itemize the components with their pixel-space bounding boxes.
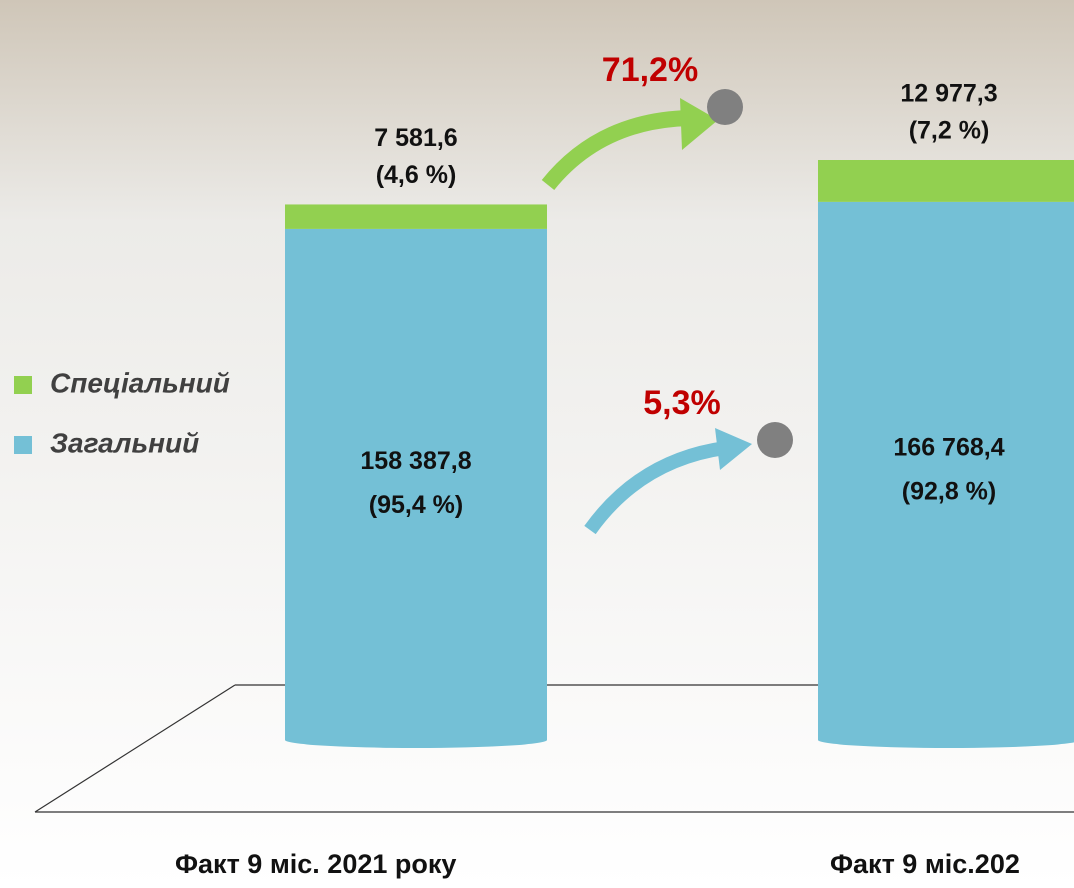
value-label: 158 387,8 — [360, 447, 471, 475]
bar-segment — [285, 229, 547, 740]
percent-label: (4,6 %) — [376, 161, 457, 189]
legend-swatch — [14, 376, 32, 394]
legend-swatch — [14, 436, 32, 454]
value-label: 7 581,6 — [374, 124, 457, 152]
x-tick-label: Факт 9 міс. 2021 року — [175, 849, 456, 879]
legend-label: Спеціальний — [50, 367, 230, 398]
x-tick-label: Факт 9 міс.202 — [830, 849, 1020, 879]
percent-label: (95,4 %) — [369, 491, 463, 519]
percent-label: (7,2 %) — [909, 117, 990, 145]
value-label: 12 977,3 — [900, 80, 997, 108]
growth-annotation: 5,3% — [643, 384, 721, 422]
legend-label: Загальний — [50, 427, 199, 458]
marker-dot — [707, 89, 743, 125]
growth-annotation: 71,2% — [602, 51, 698, 89]
cylinder-base — [818, 732, 1074, 748]
percent-label: (92,8 %) — [902, 478, 996, 506]
chart: 71,2% 5,3% Спеціальний Загальний 158 387,8… — [0, 0, 1074, 888]
bar-segment — [818, 202, 1074, 740]
marker-dot — [757, 422, 793, 458]
cylinder-base — [285, 732, 547, 748]
bar-segment — [818, 160, 1074, 202]
value-label: 166 768,4 — [893, 434, 1004, 462]
bar-segment — [285, 204, 547, 228]
